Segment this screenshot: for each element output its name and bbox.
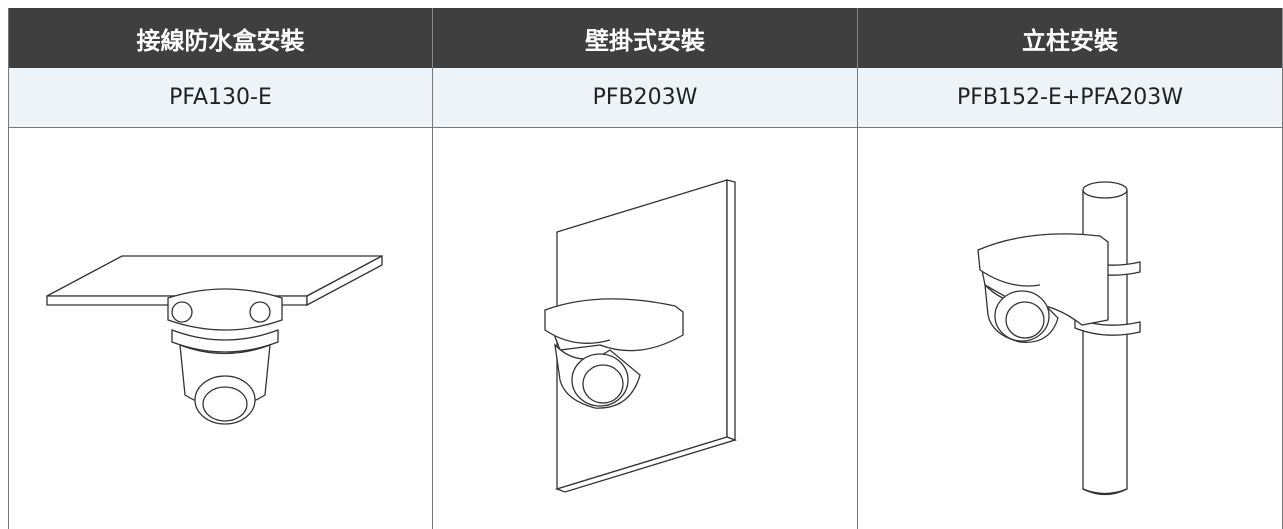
pole-mount-drawing: [977, 181, 1141, 496]
image-cell: [8, 128, 433, 529]
header-cell: 立柱安裝: [858, 8, 1283, 68]
wall-mount-drawing: [544, 179, 738, 493]
ceiling-mount-drawing: [46, 254, 383, 425]
image-cell: [433, 128, 858, 529]
header-cell: 接線防水盒安裝: [8, 8, 433, 68]
model-cell: PFB152-E+PFA203W: [858, 68, 1283, 128]
model-cell: PFB203W: [433, 68, 858, 128]
model-cell: PFA130-E: [8, 68, 433, 128]
header-cell: 壁掛式安裝: [433, 8, 858, 68]
